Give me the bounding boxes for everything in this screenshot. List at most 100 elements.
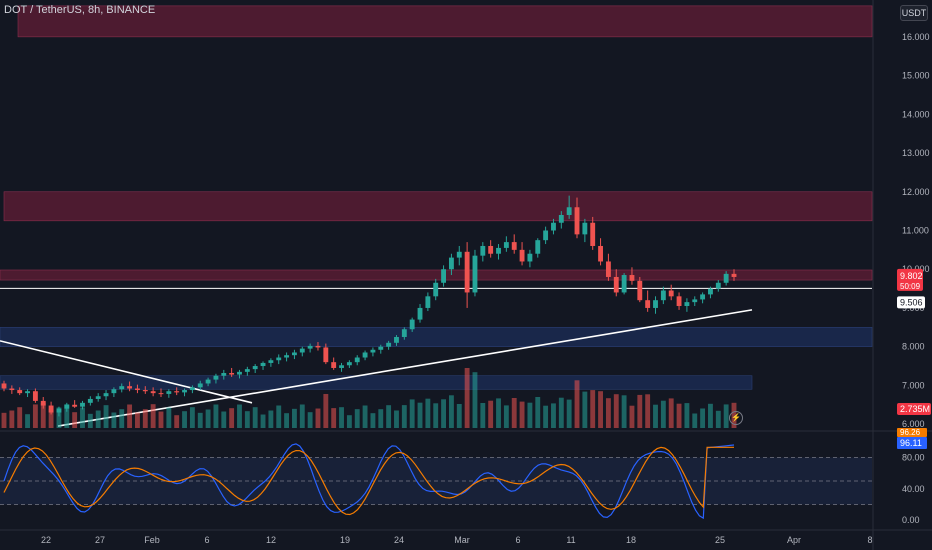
- candle-body: [182, 390, 187, 393]
- stoch-k-line: [3, 443, 735, 520]
- candle-body: [441, 269, 447, 283]
- volume-bar: [229, 408, 235, 428]
- candle-body: [315, 345, 321, 348]
- zone-support-3: [0, 327, 873, 347]
- candle-body: [331, 362, 337, 368]
- candle-body: [72, 404, 78, 407]
- volume-bar: [660, 400, 666, 428]
- candle-body: [119, 386, 125, 390]
- volume-bar: [378, 409, 384, 428]
- volume-bar: [237, 404, 242, 428]
- volume-bar: [40, 402, 46, 428]
- candle-body: [56, 408, 62, 413]
- currency-button[interactable]: USDT: [900, 5, 928, 21]
- volume-bar: [535, 397, 541, 428]
- volume-bar: [72, 412, 78, 428]
- candle-body: [598, 245, 603, 262]
- volume-bar: [346, 415, 352, 428]
- volume-bar: [158, 411, 164, 428]
- volume-bar: [323, 393, 329, 428]
- candle-body: [715, 282, 721, 289]
- candle-body: [291, 352, 297, 356]
- candle-body: [370, 349, 376, 353]
- volume-bar: [339, 407, 344, 428]
- volume-bar: [590, 390, 596, 428]
- volume-bar: [613, 394, 619, 428]
- candle-body: [205, 379, 211, 384]
- candle-body: [284, 355, 290, 358]
- candle-body: [354, 357, 360, 363]
- volume-bar: [95, 410, 101, 428]
- volume-bar: [362, 405, 368, 428]
- volume-bar: [433, 403, 439, 428]
- volume-bar: [598, 391, 603, 428]
- volume-bar: [605, 398, 611, 428]
- volume-bar: [472, 372, 478, 428]
- candle-body: [535, 240, 541, 254]
- flash-icon[interactable]: ⚡: [729, 411, 743, 425]
- candle-body: [48, 405, 54, 413]
- candle-body: [543, 230, 549, 241]
- candle-body: [605, 261, 611, 277]
- down-trendline: [0, 340, 253, 404]
- candle-body: [87, 398, 93, 403]
- price-tick-label: 15.000: [902, 71, 930, 81]
- volume-bar: [87, 413, 93, 428]
- price-axis[interactable]: 16.00015.00014.00013.00012.00011.00010.0…: [872, 0, 931, 550]
- candle-body: [409, 319, 415, 330]
- volume-bar: [723, 404, 729, 428]
- volume-bar: [9, 410, 15, 428]
- up-trendline: [57, 309, 753, 427]
- candle-body: [425, 296, 431, 308]
- volume-bar: [629, 405, 635, 428]
- candle-body: [346, 362, 352, 366]
- candle-body: [386, 342, 392, 347]
- time-tick-label: 6: [515, 535, 520, 545]
- candle-body: [25, 391, 30, 394]
- volume-bar: [386, 405, 392, 428]
- candle-body: [299, 348, 305, 353]
- time-tick-label: 27: [95, 535, 105, 545]
- volume-bar: [307, 412, 313, 428]
- candle-body: [645, 300, 651, 308]
- time-axis[interactable]: 22 27 Feb 6 12 19 24 Mar 6 11 18 25 Apr 8: [0, 529, 932, 545]
- candle-body: [692, 299, 698, 303]
- candle-body: [582, 222, 588, 235]
- stoch-k-tag: [897, 437, 927, 449]
- price-tick-label: 16.000: [902, 32, 930, 42]
- candle-body: [574, 207, 580, 235]
- zone-support-4: [0, 375, 753, 390]
- candle-body: [150, 391, 156, 394]
- candle-body: [480, 245, 486, 256]
- volume-bar: [197, 412, 203, 428]
- volume-label: 2.735M: [900, 404, 930, 414]
- candle-body: [700, 294, 706, 300]
- candle-body: [64, 404, 70, 409]
- candle-body: [378, 346, 384, 350]
- volume-bar: [17, 407, 23, 428]
- candle-body: [166, 391, 172, 394]
- volume-bar: [213, 404, 219, 428]
- candle-body: [637, 280, 643, 301]
- candle-body: [723, 273, 729, 283]
- time-tick-label: 19: [340, 535, 350, 545]
- candle-body: [401, 329, 407, 337]
- volume-bar: [448, 395, 454, 428]
- volume-bar: [48, 408, 54, 428]
- candle-body: [660, 290, 666, 301]
- time-tick-label: Apr: [787, 535, 801, 545]
- candle-body: [558, 215, 564, 223]
- candle-body: [244, 369, 250, 372]
- stoch-tick-label: 40.00: [902, 484, 925, 494]
- candle-body: [142, 390, 148, 392]
- volume-bar: [25, 414, 30, 428]
- volume-bar: [166, 407, 172, 428]
- volume-bar: [1, 412, 7, 428]
- price-tick-label: 12.000: [902, 187, 930, 197]
- candle-body: [1, 383, 7, 389]
- candle-body: [252, 366, 258, 370]
- volume-bar: [205, 409, 211, 428]
- candle-body: [456, 251, 462, 258]
- candle-body: [80, 402, 85, 407]
